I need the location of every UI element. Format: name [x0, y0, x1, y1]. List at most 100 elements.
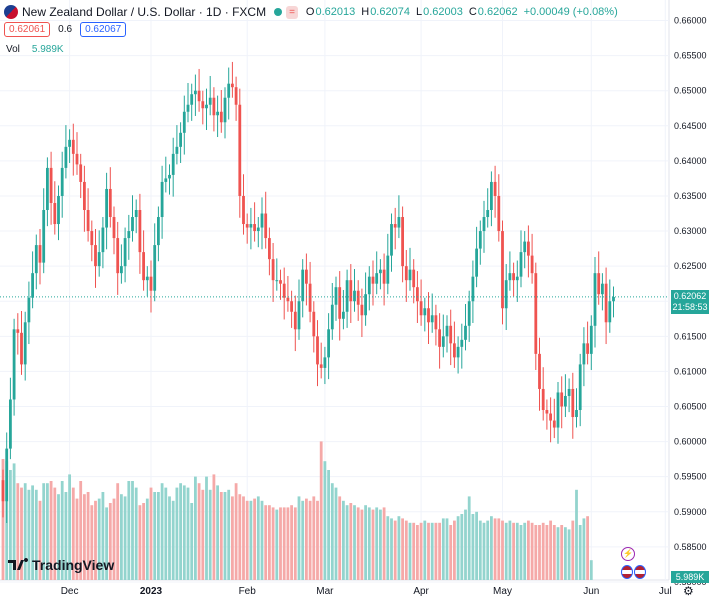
volume-bar — [379, 509, 382, 580]
equals-icon[interactable]: = — [286, 5, 298, 19]
candle-body — [242, 195, 245, 225]
candle-body — [157, 217, 160, 246]
volume-bar — [305, 498, 308, 580]
high-label: H — [361, 6, 370, 18]
candle-body — [582, 343, 586, 365]
symbol-header: New Zealand Dollar / U.S. Dollar · 1D · … — [4, 5, 624, 19]
candle-body — [275, 280, 279, 282]
volume-bar — [560, 525, 564, 580]
close-value: 0.62062 — [477, 6, 518, 18]
candle-body — [382, 269, 386, 284]
volume-bar — [71, 487, 75, 580]
volume-bar — [9, 470, 12, 580]
candle-body — [519, 252, 523, 277]
volume-bar — [586, 516, 589, 580]
volume-bar — [153, 492, 157, 580]
volume-bar — [408, 522, 412, 580]
volume-bar — [34, 489, 38, 580]
candle-body — [449, 325, 453, 344]
low-value: 0.62003 — [423, 6, 463, 18]
candle-body — [497, 195, 501, 232]
candle-body — [238, 104, 242, 196]
candle-body — [460, 339, 464, 347]
buy-button[interactable]: 0.62067 — [80, 22, 127, 37]
symbol-title[interactable]: New Zealand Dollar / U.S. Dollar · 1D · … — [22, 5, 267, 19]
volume-bar — [564, 527, 567, 580]
candle-body — [305, 269, 308, 284]
volume-bar — [434, 522, 438, 580]
candle-body — [342, 311, 345, 319]
candle-body — [416, 287, 419, 302]
volume-bar — [256, 496, 260, 580]
sell-button[interactable]: 0.62061 — [4, 22, 51, 37]
candle-body — [9, 399, 12, 449]
tradingview-logo[interactable]: TradingView — [8, 557, 114, 573]
candles — [1, 61, 615, 523]
event-lightning-icon[interactable]: ⚡ — [621, 547, 635, 561]
candle-body — [108, 188, 112, 218]
time-tick-label: 2023 — [140, 586, 163, 597]
candle-body — [186, 104, 190, 112]
candle-body — [179, 132, 182, 147]
price-tick-label: 0.64000 — [674, 156, 707, 166]
volume-bar — [86, 492, 90, 580]
volume-bar — [401, 518, 404, 580]
candle-body — [23, 322, 27, 365]
volume-bar — [79, 481, 83, 580]
candle-body — [34, 245, 38, 274]
candle-body — [316, 336, 319, 365]
volume-bar — [330, 483, 334, 580]
volume-bar — [453, 520, 456, 580]
volume-bar — [360, 509, 364, 580]
volume-bar — [501, 520, 504, 580]
volume-bar — [290, 505, 293, 580]
volume-bar — [327, 470, 330, 580]
volume-bar — [393, 520, 397, 580]
grid-lines — [0, 0, 670, 583]
candle-body — [349, 280, 353, 302]
candle-body — [27, 297, 31, 323]
volume-bar — [490, 516, 493, 580]
candle-body — [549, 413, 552, 421]
volume-bar — [556, 527, 560, 580]
candle-body — [149, 276, 153, 291]
candle-body — [190, 94, 194, 105]
volume-bar — [160, 483, 164, 580]
candle-body — [75, 153, 79, 165]
volume-bar — [530, 522, 534, 580]
volume-bar — [312, 496, 316, 580]
volume-bar — [486, 520, 490, 580]
volume-bar — [145, 498, 149, 580]
volume-bar — [108, 503, 112, 580]
volume-bar — [75, 498, 79, 580]
candle-body — [338, 287, 342, 319]
candle-body — [330, 304, 334, 330]
volume-bar — [49, 481, 53, 580]
candle-body — [212, 97, 216, 116]
market-open-icon — [274, 8, 283, 16]
volume-bar — [120, 494, 123, 580]
volume-bar — [527, 520, 530, 580]
chart-settings-gear-icon[interactable]: ⚙ — [683, 584, 694, 598]
price-tick-label: 0.59500 — [674, 472, 707, 482]
candle-body — [223, 97, 227, 123]
volume-bar — [467, 496, 471, 580]
candle-body — [123, 238, 127, 267]
candle-body — [612, 297, 615, 302]
volume-bar — [94, 500, 97, 580]
candle-body — [490, 181, 493, 211]
candle-body — [68, 139, 71, 147]
volume-bar — [175, 487, 179, 580]
volume-bar — [549, 520, 552, 580]
volume-bar — [249, 500, 253, 580]
candle-body — [408, 269, 412, 281]
candle-body — [371, 276, 375, 284]
volume-legend[interactable]: Vol 5.989K — [6, 44, 64, 55]
candle-body — [471, 276, 475, 302]
candle-body — [430, 315, 434, 323]
economic-events-us-flag-icon[interactable] — [621, 565, 647, 579]
candle-body — [515, 276, 519, 281]
tradingview-logo-icon — [8, 558, 28, 570]
time-axis[interactable]: Dec 2023 Feb Mar Apr May Jun Jul — [61, 586, 672, 597]
